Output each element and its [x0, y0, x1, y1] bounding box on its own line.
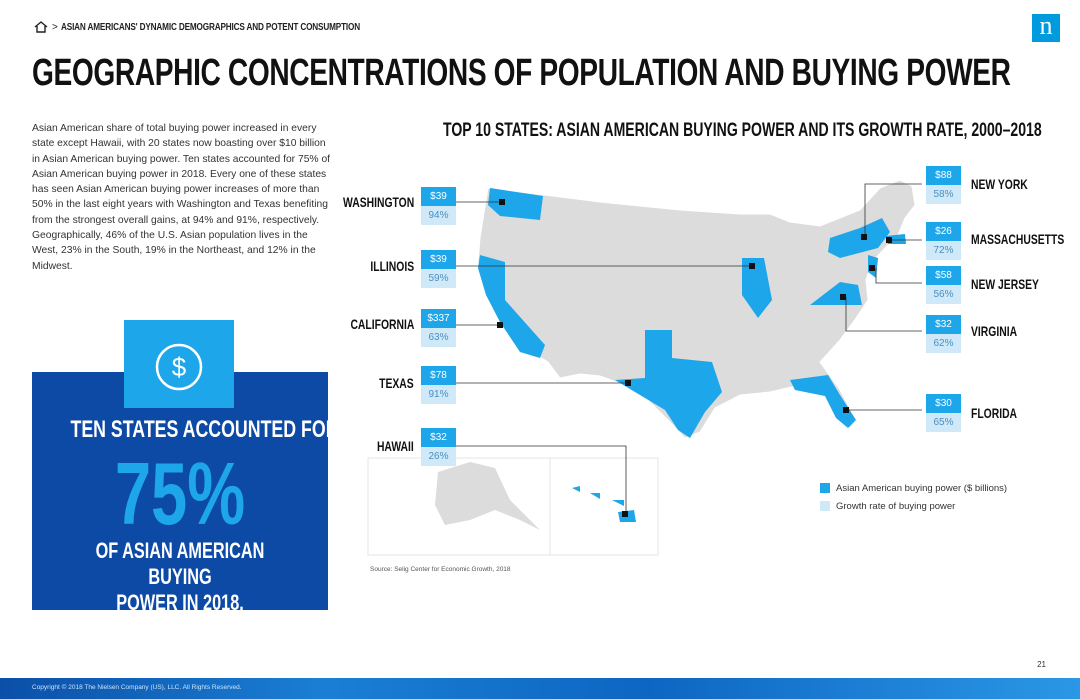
callout-box: TEN STATES ACCOUNTED FOR 75% OF ASIAN AM…: [32, 372, 339, 615]
amount-florida: $30: [926, 394, 961, 413]
box-hawaii: $32 26%: [421, 428, 456, 466]
breadcrumb-separator: >: [52, 21, 58, 33]
marker-virginia: [840, 294, 846, 300]
box-massachusetts: $26 72%: [926, 222, 961, 260]
box-illinois: $39 59%: [421, 250, 456, 288]
label-virginia: VIRGINIA: [971, 323, 1018, 339]
box-washington: $39 94%: [421, 187, 456, 225]
legend-swatch-growth: [820, 501, 830, 511]
amount-hawaii: $32: [421, 428, 456, 447]
nielsen-logo: n: [1032, 13, 1060, 42]
growth-newjersey: 56%: [926, 285, 961, 304]
map-california: [478, 255, 545, 358]
legend-label-growth: Growth rate of buying power: [836, 500, 956, 512]
legend-item-amount: Asian American buying power ($ billions): [820, 480, 1007, 496]
marker-california: [497, 322, 503, 328]
map-us-base: [477, 179, 916, 439]
legend-item-growth: Growth rate of buying power: [820, 498, 1007, 514]
legend-label-amount: Asian American buying power ($ billions): [836, 482, 1008, 494]
label-massachusetts: MASSACHUSETTS: [971, 231, 1065, 247]
state-markers: [497, 199, 892, 517]
footer-band: Copyright © 2018 The Nielsen Company (US…: [0, 678, 1080, 699]
growth-illinois: 59%: [421, 269, 456, 288]
legend: Asian American buying power ($ billions)…: [820, 480, 1007, 516]
label-california: CALIFORNIA: [350, 316, 414, 332]
map-inset-frame: [367, 457, 659, 556]
marker-newjersey: [869, 265, 875, 271]
page-number: 21: [1037, 660, 1046, 669]
growth-virginia: 62%: [926, 334, 961, 353]
box-virginia: $32 62%: [926, 315, 961, 353]
growth-newyork: 58%: [926, 185, 961, 204]
callout-percentage: 75%: [114, 444, 246, 543]
box-newjersey: $58 56%: [926, 266, 961, 304]
marker-texas: [625, 380, 631, 386]
label-newjersey: NEW JERSEY: [971, 276, 1039, 292]
breadcrumb[interactable]: > ASIAN AMERICANS' DYNAMIC DEMOGRAPHICS …: [34, 20, 426, 34]
amount-virginia: $32: [926, 315, 961, 334]
source-note: Source: Selig Center for Economic Growth…: [370, 566, 511, 573]
marker-hawaii: [622, 511, 628, 517]
box-texas: $78 91%: [421, 366, 456, 404]
dollar-icon: $: [124, 320, 234, 408]
label-hawaii: HAWAII: [377, 438, 414, 454]
box-california: $337 63%: [421, 309, 456, 347]
map-florida: [790, 375, 856, 428]
chart-title: TOP 10 STATES: ASIAN AMERICAN BUYING POW…: [443, 120, 1042, 141]
footer-copyright: Copyright © 2018 The Nielsen Company (US…: [32, 684, 242, 691]
amount-massachusetts: $26: [926, 222, 961, 241]
amount-california: $337: [421, 309, 456, 328]
page-title: GEOGRAPHIC CONCENTRATIONS OF POPULATION …: [32, 52, 1011, 94]
label-illinois: ILLINOIS: [370, 258, 414, 274]
amount-illinois: $39: [421, 250, 456, 269]
label-florida: FLORIDA: [971, 405, 1018, 421]
amount-newjersey: $58: [926, 266, 961, 285]
box-newyork: $88 58%: [926, 166, 961, 204]
map-hawaii: [572, 486, 636, 522]
map-alaska: [435, 462, 540, 530]
box-florida: $30 65%: [926, 394, 961, 432]
map-washington: [488, 188, 543, 220]
map-virginia: [810, 282, 862, 305]
intro-paragraph: Asian American share of total buying pow…: [32, 123, 331, 272]
svg-text:$: $: [172, 352, 187, 382]
leader-lines: [456, 183, 922, 514]
growth-california: 63%: [421, 328, 456, 347]
map-texas: [615, 330, 722, 438]
callout-line2: OF ASIAN AMERICAN BUYING POWER IN 2018.: [70, 538, 289, 616]
breadcrumb-text[interactable]: ASIAN AMERICANS' DYNAMIC DEMOGRAPHICS AN…: [60, 21, 360, 33]
growth-florida: 65%: [926, 413, 961, 432]
growth-washington: 94%: [421, 206, 456, 225]
growth-texas: 91%: [421, 385, 456, 404]
amount-newyork: $88: [926, 166, 961, 185]
marker-newyork: [861, 234, 867, 240]
amount-washington: $39: [421, 187, 456, 206]
marker-washington: [499, 199, 505, 205]
label-washington: WASHINGTON: [342, 194, 414, 210]
growth-hawaii: 26%: [421, 447, 456, 466]
legend-swatch-amount: [820, 483, 830, 493]
marker-florida: [843, 407, 849, 413]
callout-line2a: OF ASIAN AMERICAN BUYING: [95, 538, 265, 589]
growth-massachusetts: 72%: [926, 241, 961, 260]
marker-massachusetts: [886, 237, 892, 243]
label-newyork: NEW YORK: [971, 176, 1028, 192]
marker-illinois: [749, 263, 755, 269]
label-texas: TEXAS: [379, 375, 414, 391]
callout-line2b: POWER IN 2018.: [116, 590, 244, 615]
amount-texas: $78: [421, 366, 456, 385]
home-icon[interactable]: [34, 21, 48, 33]
map-illinois: [742, 258, 772, 318]
map-newyork: [828, 218, 890, 258]
